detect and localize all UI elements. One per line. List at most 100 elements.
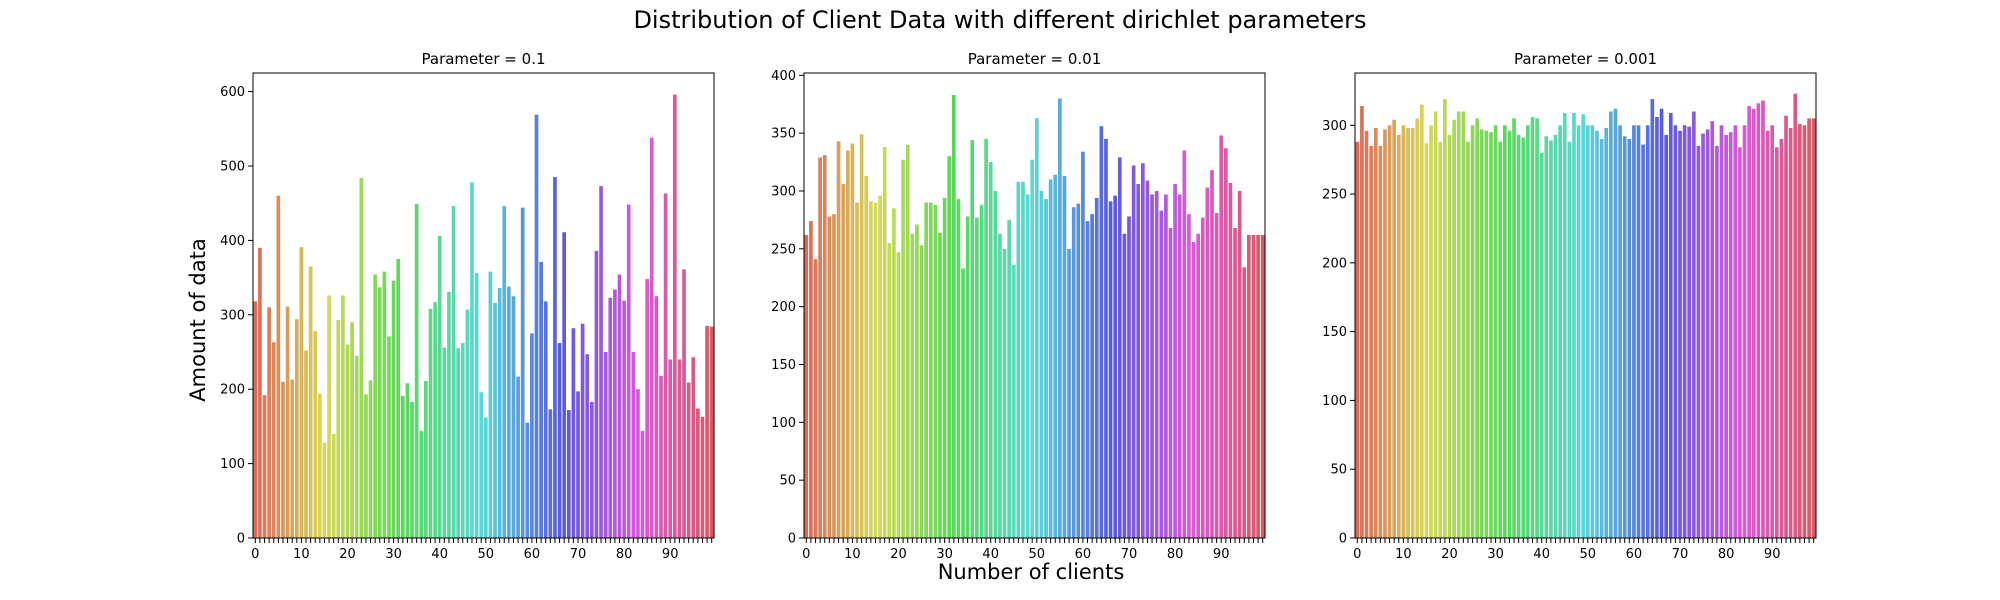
bar-client-31	[1498, 141, 1503, 539]
bar-client-26	[373, 274, 378, 538]
figure-title: Distribution of Client Data with differe…	[633, 6, 1367, 34]
bar-client-81	[1177, 194, 1182, 538]
bar-client-74	[594, 250, 599, 538]
bar-client-36	[1521, 137, 1526, 538]
bar-client-67	[1664, 134, 1669, 538]
bar-client-55	[1609, 111, 1613, 539]
bar-client-37	[1526, 125, 1530, 538]
bar-client-65	[1655, 117, 1659, 539]
bar-client-54	[1053, 174, 1058, 539]
bar-client-71	[1682, 125, 1687, 538]
x-tick-label: 70	[1121, 547, 1138, 562]
bar-client-34	[1512, 118, 1516, 539]
bar-client-82	[1733, 125, 1738, 538]
bar-client-49	[1581, 114, 1586, 539]
bar-client-92	[677, 359, 682, 538]
x-tick-label: 40	[982, 547, 999, 562]
bar-client-39	[984, 138, 988, 538]
bar-client-48	[1576, 125, 1581, 538]
bar-client-85	[645, 279, 649, 538]
bar-client-76	[1154, 190, 1159, 539]
bar-client-5	[276, 195, 281, 538]
bar-client-77	[1159, 210, 1164, 538]
bar-client-71	[1131, 165, 1136, 539]
bar-client-99	[709, 326, 714, 538]
bar-client-63	[1094, 197, 1099, 538]
bar-client-68	[1668, 112, 1673, 539]
bar-client-37	[424, 381, 428, 538]
bar-client-46	[1567, 141, 1572, 539]
bar-client-30	[1493, 125, 1498, 538]
x-tick-label: 50	[1580, 547, 1597, 562]
bar-client-83	[1187, 214, 1191, 538]
bar-client-18	[1438, 141, 1443, 539]
bar-client-89	[663, 193, 668, 538]
plot-frame	[803, 72, 1266, 539]
bar-client-61	[534, 114, 539, 538]
bar-client-18	[336, 320, 341, 538]
bar-client-40	[437, 235, 442, 538]
bar-client-47	[470, 182, 474, 538]
bar-client-94	[1788, 128, 1793, 538]
bar-client-69	[1673, 125, 1678, 538]
bar-client-81	[626, 204, 631, 538]
bar-client-57	[1618, 125, 1622, 538]
bar-client-56	[1062, 175, 1067, 538]
x-tick-label: 80	[1167, 547, 1184, 562]
bar-client-0	[1355, 141, 1360, 539]
bar-client-43	[1553, 134, 1558, 538]
bar-client-0	[253, 301, 258, 538]
bar-client-72	[1136, 184, 1141, 539]
bar-client-56	[1613, 108, 1618, 539]
bar-client-9	[294, 319, 299, 538]
y-tick-label: 500	[220, 160, 245, 175]
x-tick-label: 50	[1029, 547, 1046, 562]
x-tick-label: 20	[339, 547, 356, 562]
panel-title: Parameter = 0.01	[968, 50, 1102, 68]
y-tick-label: 600	[220, 85, 245, 100]
bar-client-35	[414, 203, 419, 538]
bar-client-60	[1632, 125, 1636, 538]
bar-client-93	[682, 269, 686, 538]
bar-client-34	[961, 268, 965, 538]
bar-client-45	[1011, 265, 1016, 538]
bar-client-95	[691, 357, 696, 538]
bar-client-97	[700, 416, 705, 538]
bar-client-34	[410, 401, 414, 538]
x-tick-label: 40	[1533, 547, 1550, 562]
bar-client-78	[613, 289, 617, 538]
y-tick-label: 250	[1322, 188, 1347, 203]
bar-client-84	[1191, 241, 1196, 538]
bar-client-92	[1228, 182, 1233, 538]
y-tick-label: 150	[1322, 325, 1347, 340]
bar-client-87	[654, 296, 659, 538]
bar-client-59	[525, 422, 530, 538]
y-tick-label: 0	[788, 532, 796, 547]
bar-client-8	[841, 184, 846, 539]
bar-client-41	[1544, 136, 1549, 538]
bar-client-6	[832, 214, 836, 538]
x-tick-label: 10	[293, 547, 310, 562]
x-tick-label: 90	[1764, 547, 1781, 562]
x-tick-label: 30	[936, 547, 953, 562]
bar-client-12	[308, 266, 313, 538]
bar-client-32	[1502, 125, 1507, 538]
bar-client-85	[1747, 106, 1751, 539]
bar-client-24	[915, 224, 919, 538]
chart-panel-3: Parameter = 0.001 0 10 20 30 40 50 60 70 80 90 0 50 1…	[1322, 50, 1817, 562]
bar-client-93	[1784, 115, 1788, 539]
bar-client-52	[1595, 130, 1599, 538]
bar-client-42	[447, 291, 451, 538]
bar-client-10	[1401, 125, 1406, 538]
x-tick-label: 0	[802, 547, 810, 562]
bar-client-16	[878, 195, 882, 539]
bar-client-5	[827, 216, 832, 538]
bar-client-94	[1237, 190, 1242, 539]
x-tick-label: 90	[1213, 547, 1230, 562]
bar-client-83	[1738, 147, 1742, 539]
bar-client-88	[1761, 100, 1765, 538]
bar-client-65	[1104, 138, 1108, 538]
chart-panel-1: Parameter = 0.1 0 10 20 30 40 50 60 70 80 90 0 100 20…	[220, 50, 715, 562]
bar-client-44	[456, 348, 460, 538]
